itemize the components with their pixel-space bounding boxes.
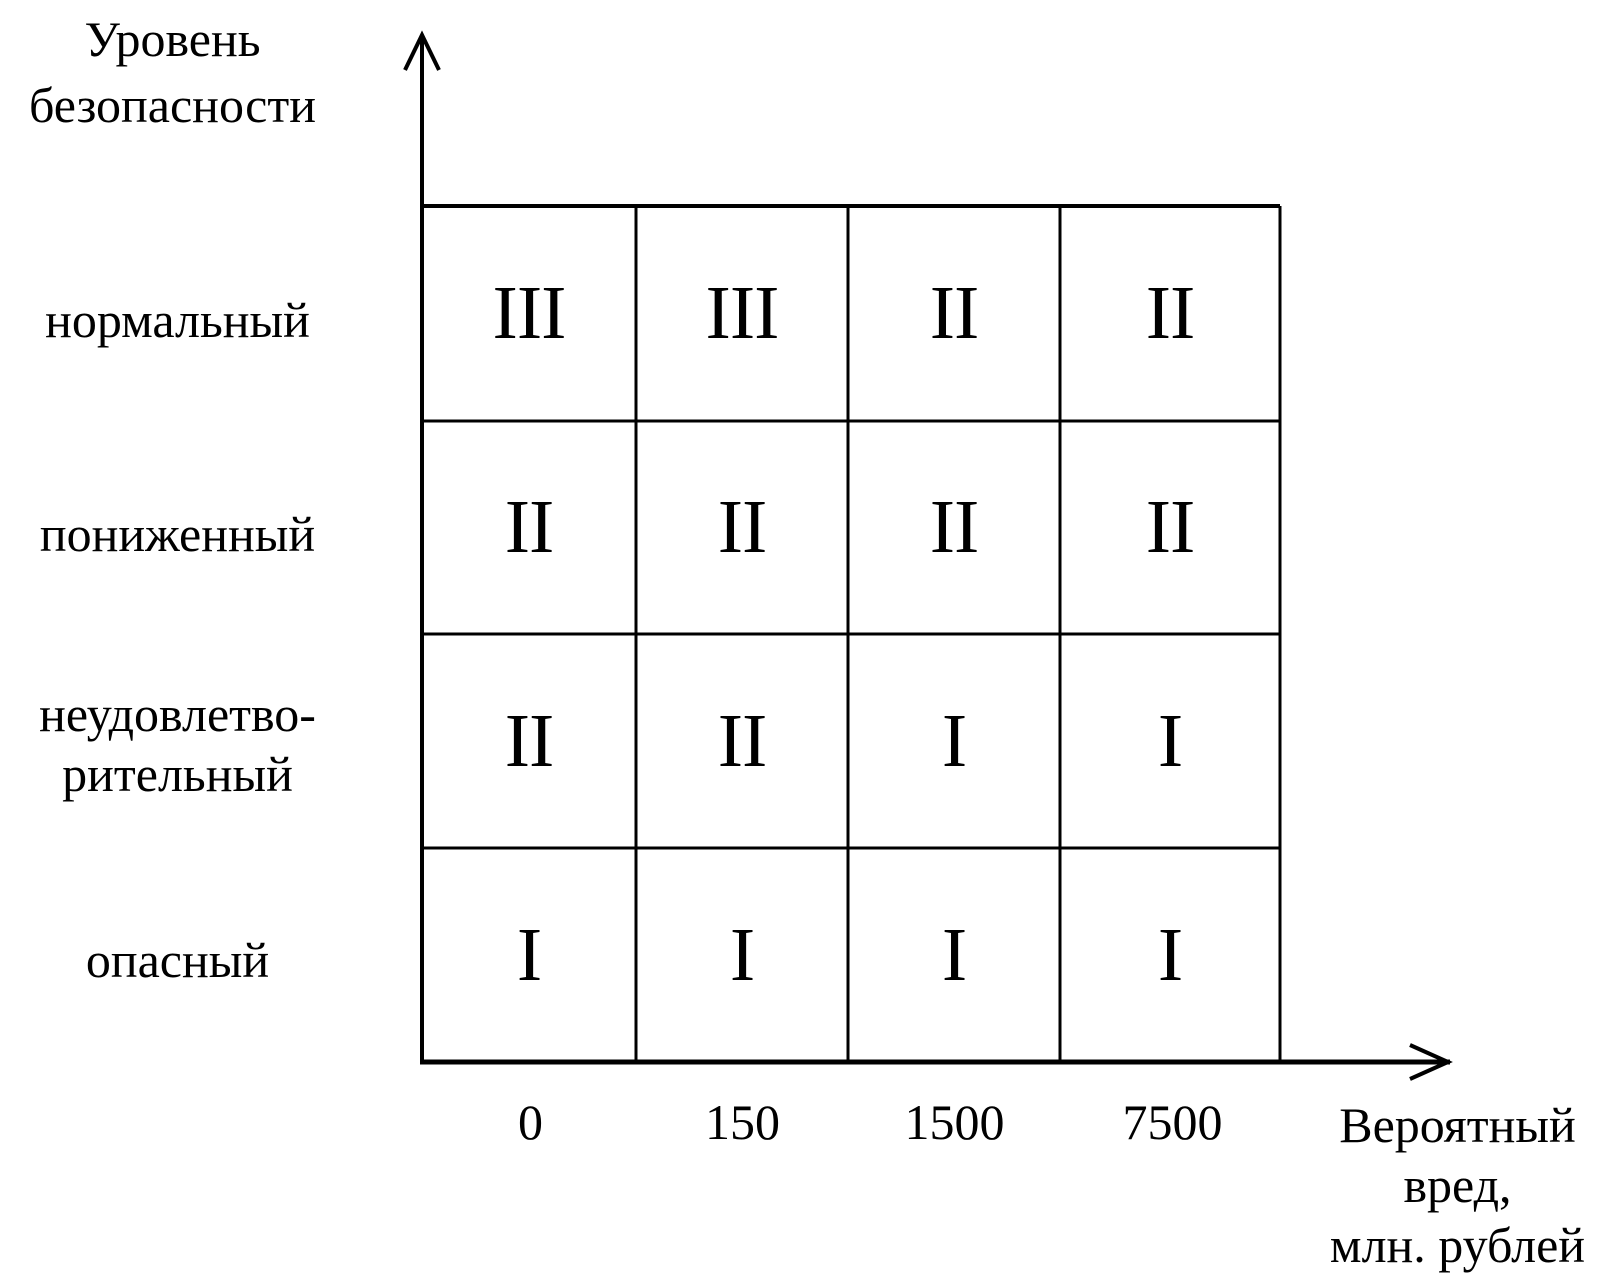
matrix-cell: III [705,271,780,355]
matrix-cell: II [1145,485,1196,569]
row-label-text: опасный [85,932,270,988]
row-label-reduced: пониженный [0,504,355,564]
y-axis-title-line: Уровень [84,11,261,67]
row-label-text: неудовлетво- [39,686,316,742]
matrix-cell: II [504,485,555,569]
x-axis-title-line: млн. рублей [1329,1217,1586,1273]
x-axis-title-line: вред, [1403,1157,1512,1213]
matrix-cell: II [717,485,768,569]
matrix-cell: II [929,271,980,355]
matrix-cell: I [941,698,967,783]
row-label-text: рительный [62,746,293,802]
row-label-dangerous: опасный [0,930,355,990]
x-axis-title: Вероятный вред, млн. рублей [1300,1095,1615,1275]
y-axis-arrow-icon [403,30,441,71]
x-tick-label: 7500 [1122,1094,1223,1150]
matrix-cell: I [1157,698,1183,783]
matrix-cell: II [1145,271,1196,355]
matrix-cell: I [516,912,542,997]
y-axis-title-line: безопасности [29,77,316,133]
x-tick-label: 1500 [904,1094,1005,1150]
x-axis-arrow-icon [1409,1043,1453,1081]
row-label-text: нормальный [45,292,310,348]
x-axis-title-line: Вероятный [1339,1097,1576,1153]
row-label-unsatisfactory: неудовлетво- рительный [0,684,355,804]
x-tick-label: 0 [518,1094,543,1150]
matrix-cell: II [717,698,768,783]
row-label-normal: нормальный [0,290,355,350]
y-axis-title: Уровень безопасности [0,6,345,138]
matrix-cell: II [504,698,555,783]
row-label-text: пониженный [39,506,316,562]
matrix-cell: III [492,271,567,355]
matrix-cell: II [929,485,980,569]
matrix-cell: I [941,912,967,997]
x-tick-label: 150 [705,1094,780,1150]
matrix-cell: I [1157,912,1183,997]
matrix-cell: I [729,912,755,997]
